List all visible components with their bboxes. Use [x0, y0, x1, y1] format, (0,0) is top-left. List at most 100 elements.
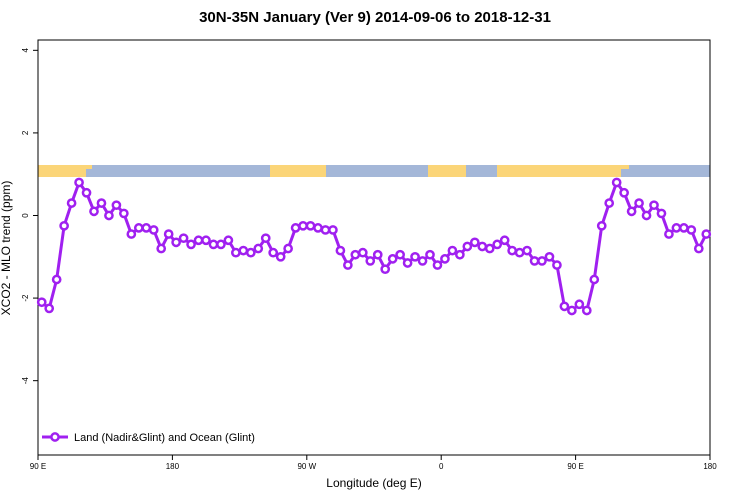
point — [537, 256, 547, 266]
point — [104, 210, 114, 221]
point — [298, 220, 308, 231]
point — [335, 245, 346, 256]
point — [440, 254, 450, 264]
point — [81, 187, 92, 198]
point — [596, 220, 607, 231]
point — [604, 198, 615, 208]
point — [133, 223, 144, 233]
point — [186, 239, 196, 250]
point — [96, 198, 107, 208]
point — [432, 260, 443, 270]
point — [260, 233, 271, 244]
point — [679, 223, 689, 233]
point — [469, 237, 480, 248]
point — [51, 274, 62, 285]
point — [380, 264, 391, 275]
x-tick-label: 180 — [703, 462, 717, 471]
point — [626, 206, 637, 217]
point — [693, 243, 704, 254]
point — [559, 301, 570, 312]
land-ocean-band — [38, 165, 710, 177]
point — [89, 206, 99, 217]
point — [529, 256, 540, 266]
y-tick-label: -2 — [21, 294, 30, 302]
point — [365, 256, 376, 266]
point — [208, 239, 219, 250]
x-tick-label: 0 — [439, 462, 444, 471]
x-tick-label: 90 W — [297, 462, 316, 471]
point — [649, 200, 659, 211]
point — [223, 235, 234, 246]
chart-title: 30N-35N January (Ver 9) 2014-09-06 to 20… — [199, 9, 551, 26]
point — [36, 297, 47, 308]
point — [156, 243, 167, 254]
legend-swatch-point — [50, 432, 60, 442]
point — [664, 229, 674, 239]
legend: Land (Nadir&Glint) and Ocean (Glint) — [42, 432, 255, 444]
y-tick-label: -4 — [21, 377, 30, 385]
point — [402, 258, 413, 268]
point — [447, 245, 458, 256]
point — [522, 245, 532, 256]
point — [619, 187, 629, 198]
point — [313, 223, 323, 233]
x-axis-label: Longitude (deg E) — [326, 476, 421, 490]
point — [148, 225, 159, 235]
point — [574, 299, 585, 310]
x-tick-label: 90 E — [30, 462, 46, 471]
point — [387, 254, 398, 264]
point — [634, 198, 644, 208]
point — [171, 237, 181, 248]
point — [477, 241, 488, 252]
point — [305, 220, 316, 231]
point — [589, 274, 600, 285]
point — [283, 243, 293, 254]
point — [425, 249, 435, 260]
point — [611, 177, 622, 188]
point — [671, 223, 682, 233]
point — [74, 177, 84, 188]
y-tick-label: 0 — [21, 213, 30, 218]
point — [245, 247, 256, 258]
point — [552, 260, 562, 270]
point — [514, 247, 525, 258]
point — [238, 245, 249, 256]
point — [417, 256, 428, 266]
point — [686, 225, 697, 235]
point — [193, 235, 204, 246]
point — [178, 233, 189, 244]
point — [492, 239, 503, 250]
point — [328, 225, 338, 235]
point — [59, 220, 69, 231]
point — [268, 247, 279, 258]
point — [499, 235, 510, 246]
legend-label: Land (Nadir&Glint) and Ocean (Glint) — [74, 432, 255, 444]
y-axis-label: XCO2 - MLO trend (ppm) — [0, 181, 13, 316]
point — [544, 251, 555, 262]
x-tick-label: 90 E — [567, 462, 583, 471]
point — [701, 229, 712, 239]
point — [119, 208, 129, 219]
point — [111, 200, 122, 211]
y-tick-label: 2 — [21, 130, 30, 135]
point — [216, 239, 226, 250]
point — [372, 249, 383, 260]
point — [507, 245, 517, 256]
point — [567, 305, 577, 316]
point — [343, 260, 353, 270]
point — [484, 243, 495, 254]
point — [66, 198, 77, 208]
point — [455, 249, 465, 260]
point — [163, 229, 174, 239]
point — [357, 247, 368, 258]
point — [141, 223, 152, 233]
x-tick-label: 180 — [166, 462, 180, 471]
point — [395, 249, 405, 260]
point — [320, 225, 331, 235]
point — [410, 251, 420, 262]
point — [350, 249, 361, 260]
point — [253, 243, 264, 254]
point — [201, 235, 211, 246]
point — [656, 208, 667, 219]
